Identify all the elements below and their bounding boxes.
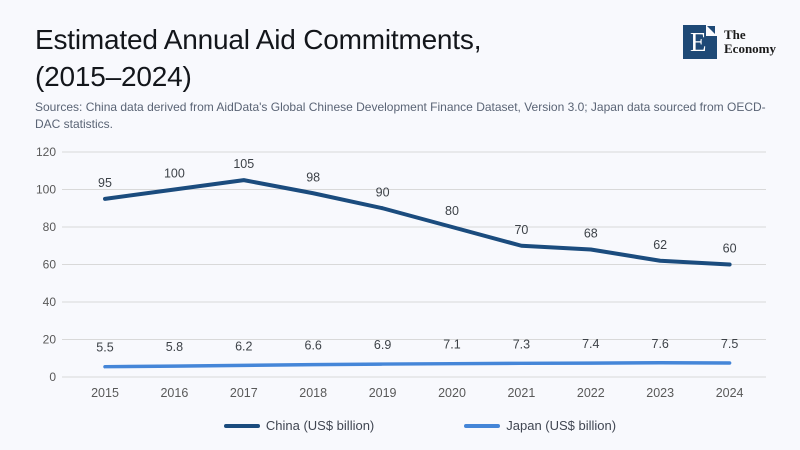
data-label: 5.5 [96,341,113,355]
logo-mark: E [683,25,717,59]
x-tick-label: 2019 [369,386,397,400]
chart-title-line1: Estimated Annual Aid Commitments, [35,24,482,55]
data-label: 5.8 [166,340,183,354]
data-label: 7.3 [513,337,530,351]
the-economy-logo: E The Economy [683,25,776,59]
legend-label-japan: Japan (US$ billion) [506,418,617,433]
y-tick-label: 120 [36,145,56,159]
data-label: 95 [98,176,112,190]
x-tick-label: 2016 [160,386,188,400]
data-label: 100 [164,167,185,181]
logo-quote-icon [706,25,717,36]
line-chart: 0 20 40 60 80 100 120 2015 2016 2017 2018 2019 2020 2… [36,145,766,400]
y-tick-label: 40 [43,295,57,309]
x-tick-label: 2021 [507,386,535,400]
japan-line-sample [464,423,501,428]
x-tick-label: 2020 [438,386,466,400]
sources-note: Sources: China data derived from AidData… [35,100,766,131]
y-tick-label: 100 [36,183,56,197]
y-tick-label: 0 [49,370,56,384]
data-label: 70 [514,223,528,237]
data-label: 105 [233,157,254,171]
x-tick-label: 2017 [230,386,258,400]
data-label: 7.4 [582,337,599,351]
y-tick-label: 60 [43,258,57,272]
series-line-china [103,178,732,267]
data-label: 98 [306,170,320,184]
legend-label-china: China (US$ billion) [265,418,375,433]
data-label: 62 [653,238,667,252]
x-tick-label: 2022 [577,386,605,400]
data-label: 80 [445,204,459,218]
data-label: 60 [723,242,737,256]
y-tick-label: 20 [43,333,57,347]
data-label: 68 [584,227,598,241]
data-label: 6.2 [235,339,252,353]
legend-item-china: China (US$ billion) [223,418,375,433]
chart-legend: China (US$ billion) Japan (US$ billion) [0,418,800,433]
data-label: 6.9 [374,338,391,352]
y-tick-label: 80 [43,220,57,234]
data-label: 90 [376,185,390,199]
china-line-sample [223,423,260,428]
x-tick-label: 2024 [716,386,744,400]
legend-item-japan: Japan (US$ billion) [464,418,616,433]
series-line-japan [103,361,732,369]
data-label: 7.6 [652,337,669,351]
data-label: 6.6 [305,339,322,353]
x-tick-label: 2018 [299,386,327,400]
x-tick-label: 2015 [91,386,119,400]
x-tick-label: 2023 [646,386,674,400]
chart-title: Estimated Annual Aid Commitments, (2015–… [35,21,481,95]
data-label: 7.1 [443,338,460,352]
data-label: 7.5 [721,337,738,351]
logo-name: The Economy [724,27,776,56]
logo-letter: E [690,26,707,57]
chart-title-line2: (2015–2024) [35,61,192,92]
